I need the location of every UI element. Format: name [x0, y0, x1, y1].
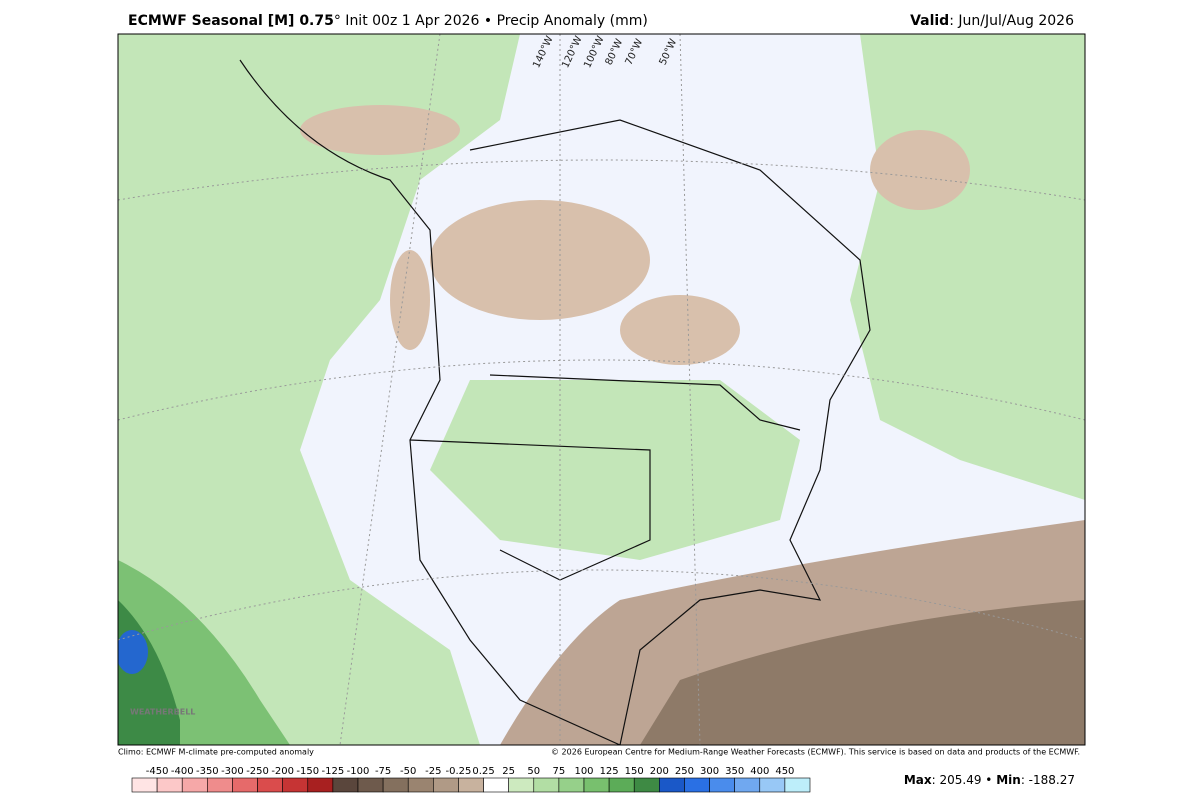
- title-bold: ECMWF Seasonal [M] 0.75: [128, 13, 334, 29]
- graticule: [118, 34, 1085, 745]
- colorbar-box: [583, 777, 610, 793]
- colorbar-box: [508, 777, 535, 793]
- colorbar-box: [156, 777, 183, 793]
- colorbar-label: -200: [271, 766, 294, 777]
- max-min: Max: 205.49 • Min: -188.27: [904, 773, 1075, 787]
- colorbar-box: [332, 777, 359, 793]
- colorbar-label: -50: [400, 766, 416, 777]
- canada-dry-2: [620, 295, 740, 365]
- colorbar-box: [633, 777, 660, 793]
- colorbar-box: [407, 777, 434, 793]
- coast-dry: [390, 250, 430, 350]
- colorbar-box: [458, 777, 484, 793]
- colorbar-label: 0.25: [472, 766, 494, 777]
- pacific-blue: [118, 630, 148, 674]
- colorbar-label: -300: [221, 766, 244, 777]
- colorbar-label: -0.25: [446, 766, 472, 777]
- copyright: © 2026 European Centre for Medium-Range …: [551, 748, 1080, 757]
- us-wet: [430, 380, 800, 560]
- colorbar-label: 350: [725, 766, 744, 777]
- min-value: : -188.27: [1021, 773, 1075, 787]
- title: ECMWF Seasonal [M] 0.75° Init 00z 1 Apr …: [128, 13, 648, 29]
- logo: WEATHERBELL: [130, 708, 195, 717]
- colorbar-box: [659, 777, 685, 793]
- colorbar-label: 125: [600, 766, 619, 777]
- colorbar-label: 400: [750, 766, 769, 777]
- colorbar-box: [759, 777, 786, 793]
- valid-label: Valid: [910, 13, 949, 29]
- colorbar-label: -250: [246, 766, 269, 777]
- pacific-wet: [118, 34, 520, 745]
- colorbar-label: 150: [625, 766, 644, 777]
- colorbar-label: 75: [553, 766, 566, 777]
- colorbar-box: [382, 777, 409, 793]
- colorbar-box: [433, 777, 459, 793]
- colorbar-box: [608, 777, 635, 793]
- colorbar-label: -350: [196, 766, 219, 777]
- caribbean-drier: [640, 600, 1085, 745]
- colorbar-label: 300: [700, 766, 719, 777]
- max-label: Max: [904, 773, 932, 787]
- colorbar-label: -400: [171, 766, 194, 777]
- colorbar-box: [307, 777, 334, 793]
- title-rest: ° Init 00z 1 Apr 2026 • Precip Anomaly (…: [334, 13, 648, 29]
- canada-dry: [430, 200, 650, 320]
- colorbar-label: -450: [146, 766, 169, 777]
- colorbar-label: -75: [375, 766, 391, 777]
- alaska-dry: [300, 105, 460, 155]
- colorbar-label: 100: [574, 766, 593, 777]
- colorbar-box: [131, 777, 158, 793]
- valid: Valid: Jun/Jul/Aug 2026: [910, 13, 1074, 29]
- colorbar-label: 50: [527, 766, 540, 777]
- climo-note: Climo: ECMWF M-climate pre-computed anom…: [118, 748, 314, 757]
- colorbar-box: [734, 777, 761, 793]
- min-label: Min: [996, 773, 1021, 787]
- colorbar-box: [357, 777, 384, 793]
- colorbar-label: -100: [347, 766, 370, 777]
- colorbar-label: 450: [775, 766, 794, 777]
- colorbar: -450 -400 -350 -300 -250 -200 -150 -125 -100 -75-…: [131, 766, 811, 793]
- colorbar-label: 250: [675, 766, 694, 777]
- colorbar-box: [533, 777, 560, 793]
- colorbar-label: -150: [296, 766, 319, 777]
- colorbar-box: [709, 777, 735, 793]
- colorbar-box: [784, 777, 811, 793]
- colorbar-box: [483, 777, 509, 793]
- colorbar-box: [207, 777, 233, 793]
- colorbar-label: 25: [502, 766, 515, 777]
- valid-value: : Jun/Jul/Aug 2026: [949, 13, 1074, 29]
- max-value: : 205.49 •: [932, 773, 997, 787]
- colorbar-box: [232, 777, 258, 793]
- colorbar-box: [257, 777, 283, 793]
- colorbar-box: [282, 777, 309, 793]
- map-frame: [117, 33, 1086, 746]
- colorbar-box: [558, 777, 585, 793]
- colorbar-label: 200: [650, 766, 669, 777]
- coastlines: [239, 59, 871, 745]
- colorbar-label: -25: [425, 766, 441, 777]
- colorbar-box: [181, 777, 208, 793]
- greenland-dry: [870, 130, 970, 210]
- colorbar-box: [684, 777, 710, 793]
- colorbar-label: -125: [322, 766, 345, 777]
